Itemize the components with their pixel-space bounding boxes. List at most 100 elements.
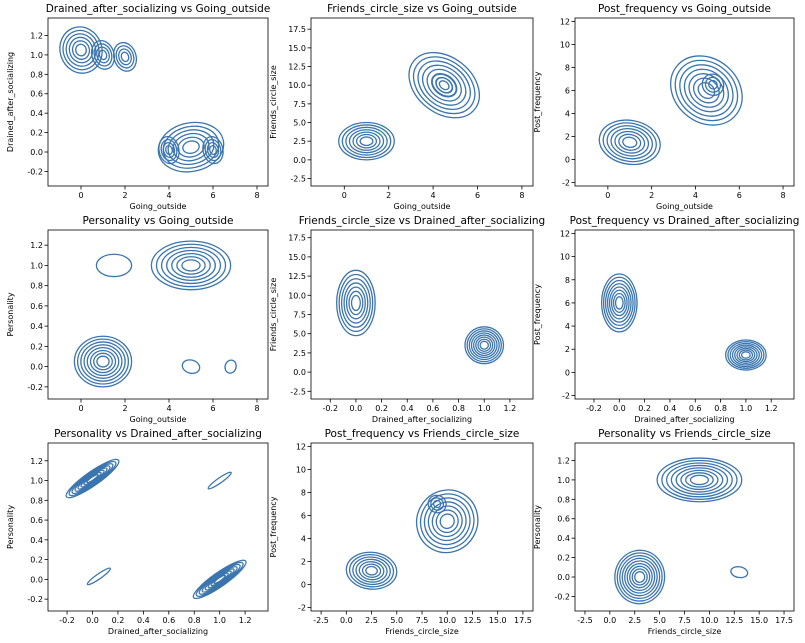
density-contour-3-3 xyxy=(80,341,126,382)
x-tick-label: 1.2 xyxy=(504,404,517,413)
x-tick-label: 0.2 xyxy=(638,404,651,413)
density-contour-2-5 xyxy=(204,568,235,591)
density-contour-1-1 xyxy=(656,457,743,503)
y-tick-label: -2.5 xyxy=(290,175,306,184)
x-tick-label: -0.2 xyxy=(59,616,75,625)
density-contour-1-7 xyxy=(181,259,201,272)
contour-group xyxy=(73,240,237,388)
density-contour-2-2 xyxy=(93,43,113,67)
y-axis-label: Personality xyxy=(533,505,542,549)
density-contour-2-6 xyxy=(207,570,232,589)
density-contour-1-4 xyxy=(166,249,216,281)
y-axis-label: Friends_circle_size xyxy=(269,65,278,139)
x-tick-label: 0.0 xyxy=(340,616,353,625)
x-tick-label: 12.5 xyxy=(725,616,743,625)
density-contour-3-1 xyxy=(207,471,232,490)
y-tick-label: 6 xyxy=(565,86,570,95)
x-tick-label: 1.0 xyxy=(740,404,753,413)
density-contour-1-4 xyxy=(610,127,650,157)
subplot-title: Drained_after_socializing vs Going_outsi… xyxy=(46,3,271,15)
density-contour-1-1 xyxy=(600,273,638,333)
density-contour-2-8 xyxy=(213,574,226,585)
density-contour-3-2 xyxy=(430,497,445,511)
density-contour-1-2 xyxy=(155,243,227,288)
density-contour-1-1 xyxy=(338,121,395,161)
density-contour-2-4 xyxy=(731,344,760,366)
x-tick-label: 17.5 xyxy=(775,616,793,625)
y-tick-label: 2 xyxy=(565,133,570,142)
density-contour-3-2 xyxy=(435,76,454,94)
x-tick-label: 0 xyxy=(78,404,83,413)
density-contour-4-1 xyxy=(157,121,225,173)
y-tick-label: 1.2 xyxy=(30,31,43,40)
y-tick-label: 0.6 xyxy=(557,515,570,524)
density-contour-3-7 xyxy=(93,352,113,371)
density-contour-3-3 xyxy=(118,48,132,66)
contour-group xyxy=(338,52,480,161)
y-tick-label: 0.0 xyxy=(293,368,306,377)
y-tick-label: 0.8 xyxy=(30,70,43,79)
axes-frame xyxy=(574,229,795,400)
density-contour-2-4 xyxy=(98,49,108,61)
y-tick-label: 4 xyxy=(301,535,306,544)
x-tick-label: 10.0 xyxy=(700,616,718,625)
x-tick-label: 0.8 xyxy=(714,404,727,413)
density-contour-1-3 xyxy=(340,278,371,328)
density-contour-1-2 xyxy=(602,276,636,330)
density-contour-2-2 xyxy=(674,59,739,122)
density-contour-2-6 xyxy=(692,77,720,104)
density-contour-2-1 xyxy=(415,489,479,554)
density-contour-1-3 xyxy=(665,462,733,498)
density-contour-1-7 xyxy=(350,294,361,312)
y-tick-label: 1.0 xyxy=(557,476,570,485)
x-tick-label: 10.0 xyxy=(438,616,456,625)
density-contour-4-6 xyxy=(182,140,200,154)
density-contour-5-1 xyxy=(224,359,237,374)
density-contour-2-9 xyxy=(634,571,646,584)
density-contour-5-2 xyxy=(160,138,178,162)
density-contour-1-7 xyxy=(622,136,638,148)
density-contour-1-5 xyxy=(77,467,108,490)
density-contour-1-5 xyxy=(614,130,646,154)
y-tick-label: 12 xyxy=(560,17,570,26)
density-contour-1-8 xyxy=(614,296,624,310)
axes-frame xyxy=(47,229,269,400)
y-tick-label: 1.2 xyxy=(30,241,43,250)
y-tick-label: 1.0 xyxy=(30,261,43,270)
density-contour-3-1 xyxy=(701,73,725,96)
density-contour-1-2 xyxy=(661,459,738,500)
contour-group xyxy=(65,458,247,600)
density-contour-2-7 xyxy=(697,81,716,100)
x-tick-label: -0.2 xyxy=(586,404,602,413)
subplot-title: Personality vs Going_outside xyxy=(83,215,234,227)
contour-group xyxy=(598,55,743,166)
y-tick-label: 0.0 xyxy=(293,156,306,165)
x-tick-label: 12.5 xyxy=(464,616,482,625)
density-contour-1-5 xyxy=(345,286,366,320)
density-contour-2-3 xyxy=(468,330,500,361)
density-contour-1-6 xyxy=(618,133,642,151)
x-tick-label: 0 xyxy=(342,191,347,200)
y-tick-label: 2.5 xyxy=(293,349,306,358)
subplot-title: Post_frequency vs Drained_after_socializ… xyxy=(570,215,800,227)
density-contour-2-1 xyxy=(614,549,666,605)
x-tick-label: 0.6 xyxy=(427,404,440,413)
density-contour-2-3 xyxy=(619,555,661,600)
density-contour-4-4 xyxy=(172,132,210,162)
density-contour-2-1 xyxy=(408,52,480,119)
y-tick-label: 0.0 xyxy=(30,575,43,584)
x-tick-label: 0.2 xyxy=(112,616,125,625)
density-contour-3-1 xyxy=(73,335,133,388)
x-tick-label: 0.8 xyxy=(452,404,465,413)
density-contour-1-1 xyxy=(345,551,398,590)
y-tick-label: 0.2 xyxy=(30,129,43,138)
x-tick-label: 6 xyxy=(737,191,742,200)
contour-group xyxy=(59,26,225,173)
y-tick-label: 0 xyxy=(565,156,570,165)
density-contour-3-2 xyxy=(115,45,135,69)
density-contour-3-5 xyxy=(86,346,120,377)
x-axis-label: Drained_after_socializing xyxy=(372,415,472,424)
y-tick-label: 12.5 xyxy=(288,272,306,281)
density-contour-1-6 xyxy=(348,290,364,316)
y-tick-label: 1.2 xyxy=(557,456,570,465)
